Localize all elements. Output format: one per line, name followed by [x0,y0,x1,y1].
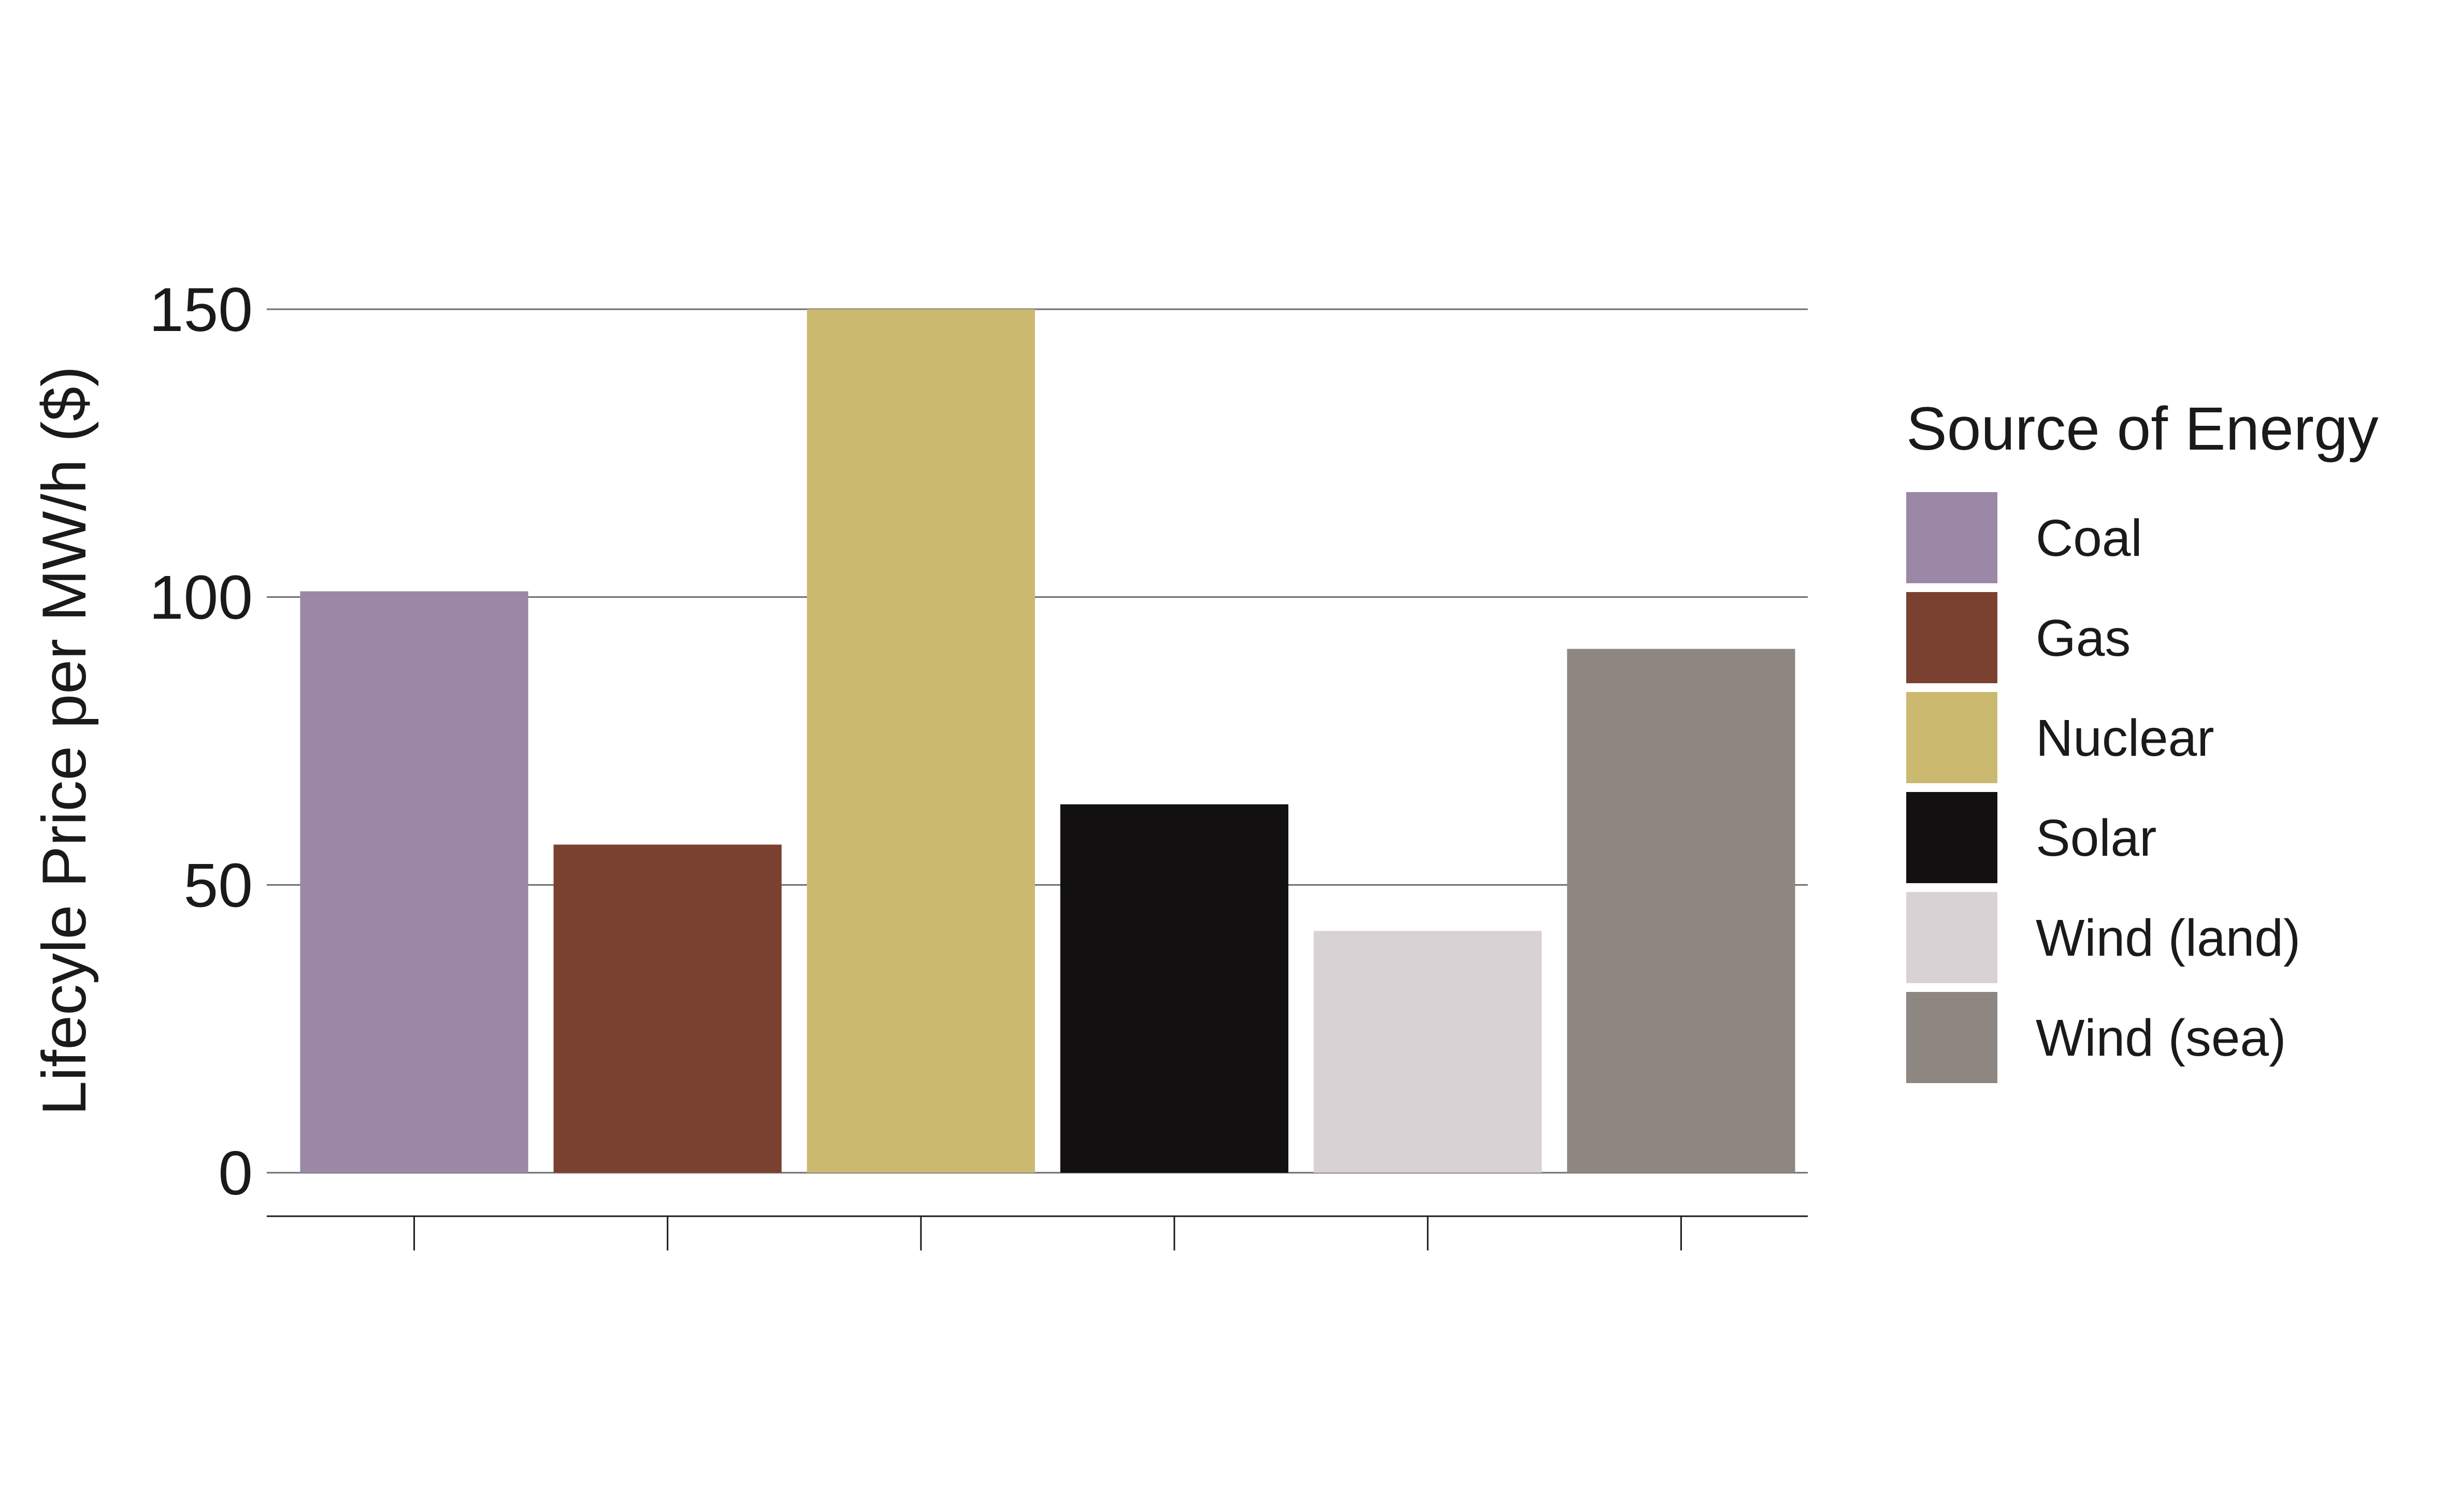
legend-label: Gas [2036,609,2131,667]
legend-swatch [1906,892,1997,983]
bar-solar [1060,804,1289,1173]
legend-swatch [1906,492,1997,583]
legend-label: Wind (land) [2036,909,2300,967]
legend-item: Gas [1906,592,2131,683]
legend-item: Wind (land) [1906,892,2300,983]
legend-label: Solar [2036,809,2156,867]
legend: Source of Energy Coal Gas Nuclear Solar Wind… [1906,395,2379,1083]
legend-item: Solar [1906,792,2156,883]
bars [300,309,1795,1173]
legend-item: Nuclear [1906,692,2214,783]
bar-wind-land [1314,931,1542,1173]
bar-nuclear [807,309,1035,1173]
legend-swatch [1906,692,1997,783]
y-tick-labels: 0 50 100 150 [149,275,253,1208]
bar-coal [300,591,528,1173]
legend-item: Coal [1906,492,2142,583]
legend-title: Source of Energy [1906,395,2379,463]
y-axis-label: Lifecyle Price per MW/h ($) [30,366,99,1115]
y-tick-label: 0 [218,1139,253,1208]
axes [267,1215,1808,1250]
legend-label: Coal [2036,509,2142,567]
legend-label: Nuclear [2036,709,2214,767]
y-tick-label: 100 [149,563,253,632]
bar-wind-sea [1567,649,1795,1173]
legend-swatch [1906,992,1997,1083]
legend-swatch [1906,792,1997,883]
legend-label: Wind (sea) [2036,1009,2286,1067]
y-tick-label: 50 [184,851,253,920]
legend-item: Wind (sea) [1906,992,2286,1083]
legend-swatch [1906,592,1997,683]
bar-gas [553,844,782,1173]
y-tick-label: 150 [149,275,253,344]
